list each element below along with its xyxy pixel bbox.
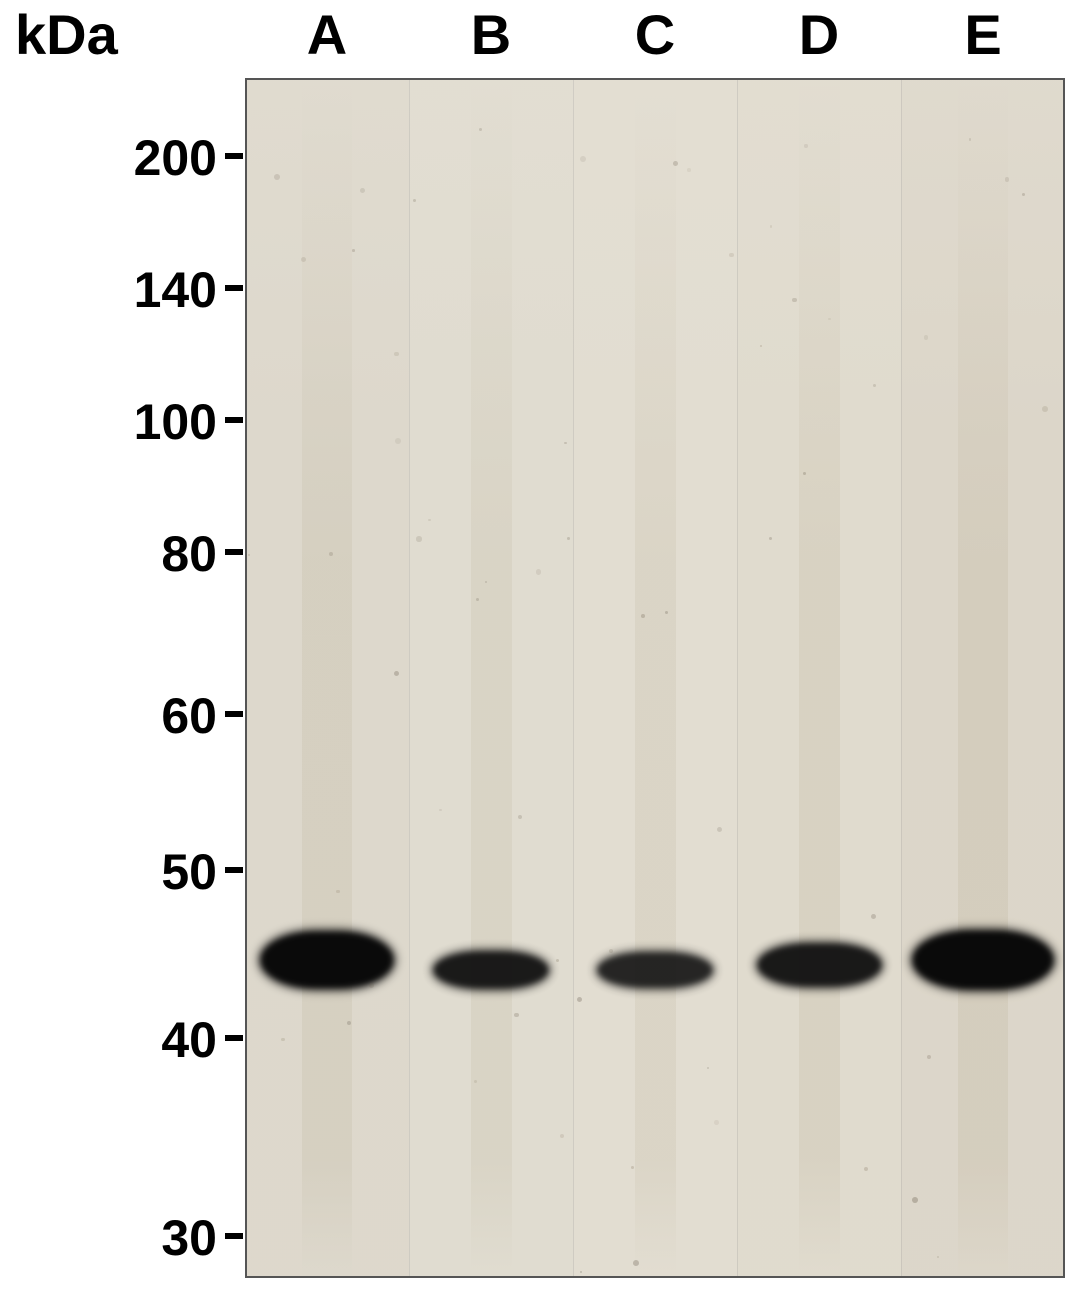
lane-streak: [471, 78, 512, 1278]
noise-speck: [633, 1260, 639, 1266]
blot-membrane: [245, 78, 1065, 1278]
noise-speck: [665, 611, 668, 614]
y-tick-mark: [225, 153, 243, 159]
noise-speck: [828, 318, 831, 321]
y-tick-label: 40: [161, 1011, 217, 1069]
lane-streak: [302, 78, 351, 1278]
lane-label: E: [958, 2, 1008, 67]
noise-speck: [536, 569, 541, 574]
noise-speck: [336, 890, 340, 894]
y-tick-label: 200: [134, 129, 217, 187]
noise-speck: [329, 552, 333, 556]
noise-speck: [394, 352, 398, 356]
noise-speck: [369, 983, 374, 988]
noise-speck: [556, 959, 559, 962]
noise-speck: [1042, 406, 1048, 412]
noise-speck: [439, 809, 441, 811]
noise-speck: [281, 1038, 284, 1041]
y-axis-title: kDa: [15, 2, 118, 67]
protein-band: [261, 932, 392, 988]
noise-speck: [714, 1120, 719, 1125]
y-tick-label: 100: [134, 393, 217, 451]
noise-speck: [792, 298, 796, 302]
noise-speck: [580, 156, 586, 162]
lane-label: A: [302, 2, 352, 67]
noise-speck: [1005, 177, 1009, 181]
protein-band: [434, 952, 549, 988]
noise-speck: [924, 335, 929, 340]
noise-speck: [770, 225, 772, 227]
noise-speck: [352, 249, 355, 252]
y-tick-label: 30: [161, 1209, 217, 1267]
noise-speck: [804, 144, 807, 147]
noise-speck: [474, 1080, 477, 1083]
y-tick-mark: [225, 1233, 243, 1239]
lane-label: C: [630, 2, 680, 67]
lane-label: D: [794, 2, 844, 67]
y-tick-mark: [225, 285, 243, 291]
y-tick-label: 140: [134, 261, 217, 319]
y-tick-mark: [225, 711, 243, 717]
lane-streak: [635, 78, 676, 1278]
blot-figure: kDa 200 140 100 80 60 50 40 30 A B C D E: [0, 0, 1080, 1295]
y-tick-mark: [225, 417, 243, 423]
noise-speck: [479, 128, 482, 131]
noise-speck: [687, 168, 691, 172]
noise-speck: [707, 1067, 709, 1069]
protein-band: [913, 931, 1052, 989]
y-tick-label: 80: [161, 525, 217, 583]
y-tick-mark: [225, 549, 243, 555]
y-tick-mark: [225, 867, 243, 873]
lane-divider: [409, 78, 410, 1278]
noise-speck: [274, 174, 280, 180]
lane-streak: [958, 78, 1007, 1278]
noise-speck: [969, 138, 971, 140]
noise-speck: [301, 257, 306, 262]
noise-speck: [631, 1166, 634, 1169]
lane-divider: [901, 78, 902, 1278]
noise-speck: [912, 1197, 918, 1203]
y-tick-label: 50: [161, 843, 217, 901]
noise-speck: [769, 537, 772, 540]
protein-band: [598, 953, 713, 987]
noise-speck: [641, 614, 645, 618]
noise-speck: [360, 188, 365, 193]
y-tick-mark: [225, 1035, 243, 1041]
y-tick-label: 60: [161, 687, 217, 745]
protein-band: [758, 944, 881, 986]
lane-label: B: [466, 2, 516, 67]
noise-speck: [416, 536, 422, 542]
lane-divider: [737, 78, 738, 1278]
lane-divider: [573, 78, 574, 1278]
lane-streak: [799, 78, 840, 1278]
